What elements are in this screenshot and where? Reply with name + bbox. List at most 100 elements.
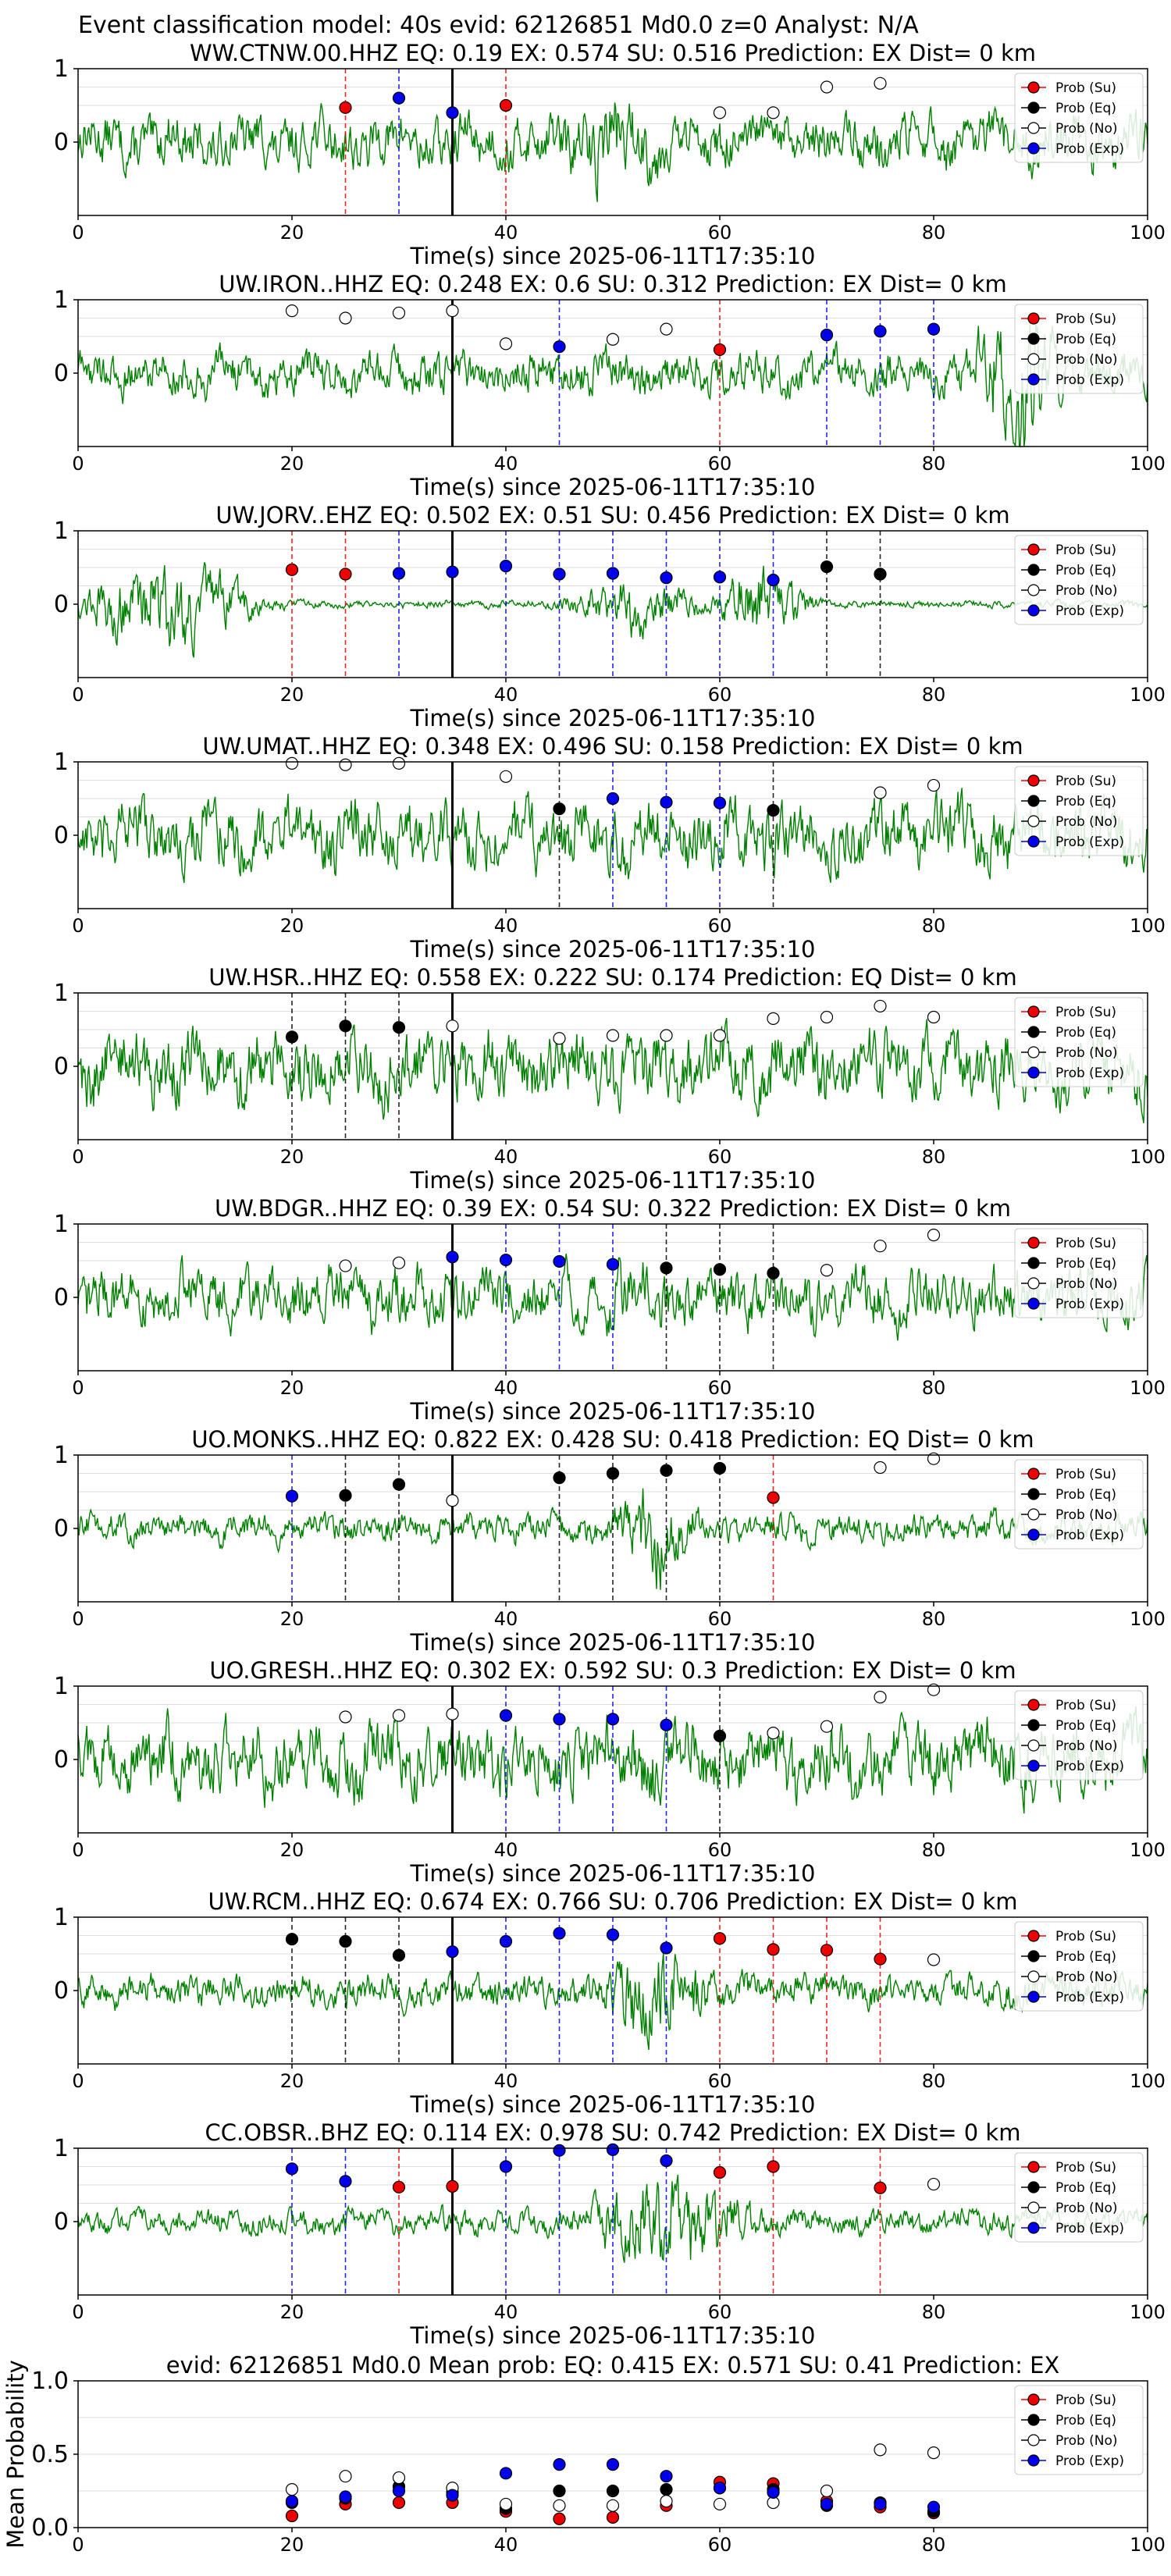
legend-label: Prob (Eq) xyxy=(1055,101,1116,116)
x-tick-label: 40 xyxy=(494,2534,518,2556)
legend-box xyxy=(1014,1228,1144,1318)
y-tick-label: 0 xyxy=(54,1746,69,1774)
probability-point xyxy=(820,1264,834,1277)
x-tick-label: 80 xyxy=(922,222,946,244)
probability-point xyxy=(553,568,566,581)
probability-point xyxy=(874,786,887,799)
legend-label: Prob (No) xyxy=(1055,2433,1118,2449)
probability-point xyxy=(874,325,887,338)
probability-point xyxy=(927,2177,941,2191)
probability-point xyxy=(392,1256,406,1269)
probability-point xyxy=(660,2154,673,2168)
legend-marker xyxy=(1027,584,1040,596)
y-tick-label: 1 xyxy=(54,1673,69,1700)
probability-point xyxy=(339,2175,352,2188)
x-tick-label: 60 xyxy=(708,1839,732,1861)
legend-label: Prob (Eq) xyxy=(1055,1025,1116,1041)
x-axis-label: Time(s) since 2025-06-11T17:35:10 xyxy=(410,705,816,731)
x-tick-label: 80 xyxy=(922,684,946,706)
x-tick-label: 0 xyxy=(72,1377,84,1399)
probability-point xyxy=(660,1718,673,1731)
probability-point xyxy=(874,999,887,1013)
x-tick-label: 60 xyxy=(708,1608,732,1630)
x-tick-label: 40 xyxy=(494,222,518,244)
probability-point xyxy=(285,304,299,318)
x-tick-label: 60 xyxy=(708,1146,732,1168)
mean-probability-point xyxy=(767,2485,780,2499)
probability-point xyxy=(446,565,459,578)
legend-label: Prob (No) xyxy=(1055,1738,1118,1754)
legend-marker xyxy=(1027,1699,1040,1711)
y-tick-label: 0 xyxy=(54,591,69,618)
probability-point xyxy=(927,1683,941,1696)
x-tick-label: 40 xyxy=(494,1839,518,1861)
x-tick-label: 60 xyxy=(708,1377,732,1399)
probability-point xyxy=(285,1489,299,1503)
legend-label: Prob (Su) xyxy=(1055,2160,1116,2176)
legend: Prob (Su) Prob (Eq) Prob (No) Prob (Exp) xyxy=(1014,535,1144,625)
probability-point xyxy=(820,1010,834,1024)
x-tick-label: 0 xyxy=(72,453,84,475)
probability-point xyxy=(339,1710,352,1724)
legend-label: Prob (Eq) xyxy=(1055,332,1116,347)
panel-title: UO.GRESH..HHZ EQ: 0.302 EX: 0.592 SU: 0.… xyxy=(209,1657,1016,1684)
legend-marker xyxy=(1027,2393,1040,2406)
panel-title: UW.BDGR..HHZ EQ: 0.39 EX: 0.54 SU: 0.322… xyxy=(215,1195,1011,1222)
legend-box xyxy=(1014,2152,1144,2243)
legend-marker xyxy=(1027,1950,1040,1962)
probability-point xyxy=(927,1010,941,1024)
x-axis-label: Time(s) since 2025-06-11T17:35:10 xyxy=(410,2091,816,2118)
probability-point xyxy=(553,1927,566,1940)
legend-marker xyxy=(1027,1970,1040,1983)
probability-point xyxy=(660,795,673,809)
legend-box xyxy=(1014,1921,1144,2012)
legend-marker xyxy=(1027,1046,1040,1059)
probability-point xyxy=(499,1253,513,1267)
mean-probability-point xyxy=(339,2490,352,2503)
x-tick-label: 60 xyxy=(708,222,732,244)
station-panel: WW.CTNW.00.HHZ EQ: 0.19 EX: 0.574 SU: 0.… xyxy=(54,40,1166,269)
legend-marker xyxy=(1027,1719,1040,1731)
probability-point xyxy=(606,1928,620,1941)
y-tick-label: 1 xyxy=(54,980,69,1007)
legend-label: Prob (Su) xyxy=(1055,80,1116,96)
legend-marker xyxy=(1027,1257,1040,1269)
legend-marker xyxy=(1027,333,1040,345)
x-tick-label: 100 xyxy=(1130,222,1166,244)
legend-marker xyxy=(1027,1991,1040,2003)
probability-point xyxy=(927,1452,941,1465)
probability-point xyxy=(499,560,513,573)
legend-label: Prob (Exp) xyxy=(1055,603,1124,619)
station-panel: UO.MONKS..HHZ EQ: 0.822 EX: 0.428 SU: 0.… xyxy=(54,1426,1166,1656)
legend: Prob (Su) Prob (Eq) Prob (No) Prob (Exp) xyxy=(1014,304,1144,394)
probability-point xyxy=(285,1933,299,1946)
mean-probability-point xyxy=(392,2496,406,2510)
probability-point xyxy=(499,337,513,350)
legend-marker xyxy=(1027,1066,1040,1079)
probability-point xyxy=(874,1240,887,1253)
x-tick-label: 0 xyxy=(72,1608,84,1630)
x-tick-label: 60 xyxy=(708,453,732,475)
probability-point xyxy=(606,1258,620,1271)
legend-label: Prob (Exp) xyxy=(1055,141,1124,157)
probability-point xyxy=(499,1709,513,1722)
legend-marker xyxy=(1027,2454,1040,2467)
probability-point xyxy=(713,2165,727,2179)
x-tick-label: 40 xyxy=(494,1377,518,1399)
legend-marker xyxy=(1027,1759,1040,1772)
mean-probability-point xyxy=(553,2484,566,2498)
panel-title: UW.RCM..HHZ EQ: 0.674 EX: 0.766 SU: 0.70… xyxy=(208,1888,1017,1915)
legend-marker xyxy=(1027,774,1040,787)
legend-marker xyxy=(1027,2201,1040,2214)
mean-probability-point xyxy=(927,2446,941,2460)
x-axis-label: Time(s) since 2025-06-11T17:35:10 xyxy=(410,2322,816,2349)
x-tick-label: 0 xyxy=(72,222,84,244)
legend-label: Prob (Eq) xyxy=(1055,1718,1116,1734)
probability-point xyxy=(553,1254,566,1268)
legend-label: Prob (Su) xyxy=(1055,2393,1116,2408)
legend-marker xyxy=(1027,122,1040,134)
probability-point xyxy=(767,1012,780,1026)
x-tick-label: 40 xyxy=(494,684,518,706)
x-tick-label: 0 xyxy=(72,1839,84,1861)
